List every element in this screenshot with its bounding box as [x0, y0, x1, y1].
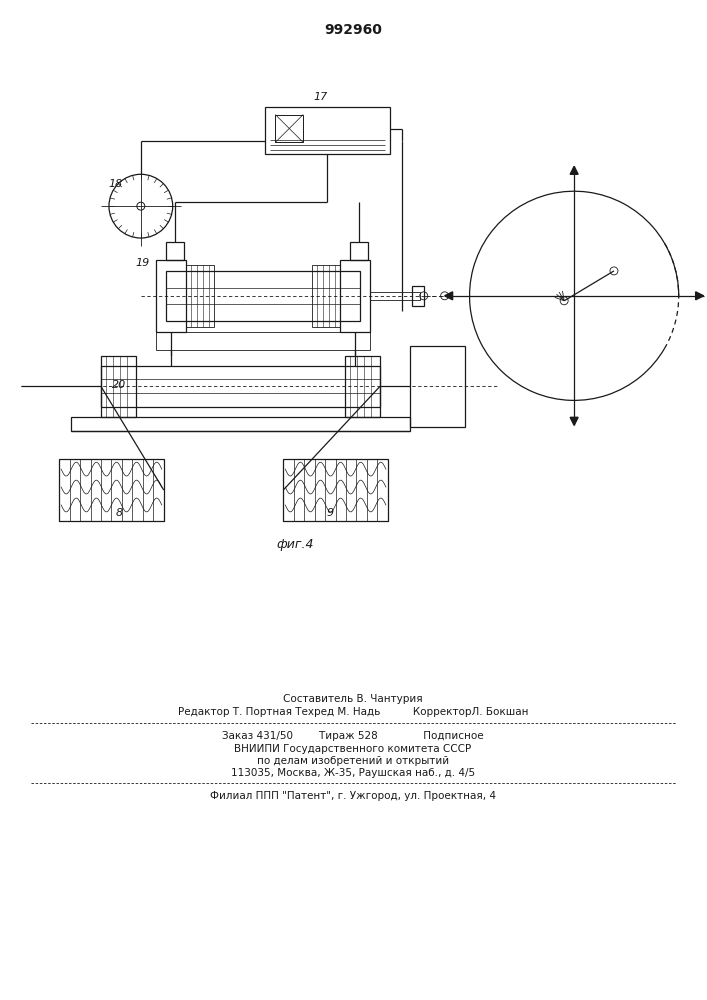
Text: 17: 17: [313, 92, 327, 102]
Bar: [165, 242, 184, 260]
Text: 9: 9: [327, 508, 334, 518]
Bar: [186, 265, 214, 327]
Bar: [275, 115, 303, 142]
Text: фиг.4: фиг.4: [276, 538, 314, 551]
Text: Редактор Т. Портная Техред М. Надь          КорректорЛ. Бокшан: Редактор Т. Портная Техред М. Надь Корре…: [177, 707, 528, 717]
Text: ВНИИПИ Государственного комитета СССР: ВНИИПИ Государственного комитета СССР: [235, 744, 472, 754]
Bar: [340, 260, 370, 332]
Text: по делам изобретений и открытий: по делам изобретений и открытий: [257, 756, 449, 766]
Bar: [101, 366, 380, 407]
Bar: [345, 356, 380, 417]
Polygon shape: [696, 292, 703, 300]
Bar: [350, 242, 368, 260]
Polygon shape: [570, 166, 578, 174]
Text: 19: 19: [136, 258, 150, 268]
Bar: [71, 417, 410, 431]
Bar: [156, 332, 370, 350]
Bar: [284, 459, 388, 521]
Text: 18: 18: [109, 179, 123, 189]
Text: Филиал ППП "Патент", г. Ужгород, ул. Проектная, 4: Филиал ППП "Патент", г. Ужгород, ул. Про…: [210, 791, 496, 801]
Bar: [59, 459, 164, 521]
Bar: [165, 271, 360, 321]
Bar: [370, 292, 420, 300]
Bar: [312, 265, 340, 327]
Polygon shape: [570, 417, 578, 425]
Bar: [410, 346, 464, 427]
Text: 992960: 992960: [324, 23, 382, 37]
Bar: [411, 286, 423, 306]
Text: Заказ 431/50        Тираж 528              Подписное: Заказ 431/50 Тираж 528 Подписное: [222, 731, 484, 741]
Text: Составитель В. Чантурия: Составитель В. Чантурия: [284, 694, 423, 704]
Text: 8: 8: [115, 508, 122, 518]
Polygon shape: [445, 292, 452, 300]
Text: 113035, Москва, Ж-35, Раушская наб., д. 4/5: 113035, Москва, Ж-35, Раушская наб., д. …: [231, 768, 475, 778]
Text: 20: 20: [112, 380, 126, 390]
Bar: [265, 107, 390, 154]
Bar: [101, 356, 136, 417]
Bar: [156, 260, 186, 332]
